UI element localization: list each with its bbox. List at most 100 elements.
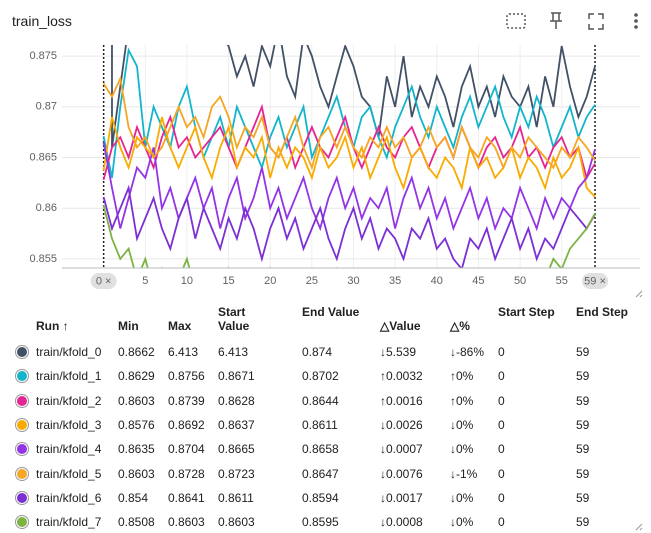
table-cell: 0.8692 [168, 417, 205, 432]
run-color [16, 516, 28, 529]
table-cell: 0.8576 [118, 417, 155, 432]
table-cell: train/kfold_5 [36, 466, 102, 481]
menu-icon[interactable] [634, 13, 638, 29]
table-cell: 0.874 [302, 345, 333, 359]
table-cell: train/kfold_0 [36, 345, 102, 359]
table-cell: 0 [498, 345, 505, 359]
table-cell: 59 [576, 393, 590, 408]
table-cell: ↑0% [450, 393, 474, 408]
x-tick-label: 35 [389, 275, 401, 287]
table-cell: 0.8647 [302, 466, 339, 481]
x-tick-label: 5 [142, 275, 148, 287]
table-cell: train/kfold_3 [36, 417, 102, 432]
table-cell: 0.8644 [302, 393, 339, 408]
table-cell: ↓0% [450, 417, 474, 432]
y-tick-label: 0.875 [29, 50, 57, 62]
table-cell: 0.8611 [218, 490, 254, 505]
table-cell: ↓0.0008 [380, 515, 423, 530]
table-cell: 0.8629 [118, 369, 155, 384]
table-cell: 59 [576, 417, 590, 432]
x-tick-label: 45 [472, 275, 484, 287]
run-color [16, 418, 28, 431]
table-cell: 59 [576, 490, 590, 505]
table-cell: 0.8603 [218, 515, 255, 530]
x-tick-label: 20 [264, 275, 276, 287]
table-cell: 0 [498, 369, 505, 384]
table-cell: ↓0% [450, 515, 474, 530]
y-tick-label: 0.86 [36, 202, 57, 214]
series-line [111, 45, 596, 148]
table-cell: 0.8671 [218, 369, 255, 384]
series-line [102, 204, 596, 268]
column-header: End Value [302, 305, 360, 319]
run-color [16, 370, 28, 383]
column-header[interactable]: Run ↑ [36, 319, 69, 333]
table-cell: ↓0% [450, 442, 474, 457]
table-cell: 59 [576, 345, 590, 359]
table-cell: 0.8641 [168, 490, 205, 505]
table-cell: train/kfold_6 [36, 490, 102, 505]
run-color [16, 467, 28, 480]
table-cell: 0.8611 [302, 417, 338, 432]
table-cell: 0 [498, 442, 505, 457]
fullscreen-icon[interactable] [588, 13, 604, 30]
table-cell: ↓0.0026 [380, 417, 423, 432]
table-cell: 0.8595 [302, 515, 339, 530]
x-tick-label: 55 [556, 275, 568, 287]
table-cell: 0.8603 [118, 393, 155, 408]
table-cell: train/kfold_4 [36, 442, 102, 457]
resize-handle [635, 290, 643, 298]
run-color [16, 491, 28, 504]
range-marker-label: 0 × [96, 275, 112, 287]
table-cell: 0.8603 [168, 515, 205, 530]
table-cell: 0.8662 [118, 345, 155, 359]
series-line [102, 47, 596, 178]
x-tick-label: 50 [514, 275, 526, 287]
range-marker-pill [90, 273, 117, 289]
table-cell: 0.8739 [168, 393, 205, 408]
table-cell: 0 [498, 490, 505, 505]
x-tick-label: 40 [431, 275, 443, 287]
table-cell: ↓0.0007 [380, 442, 423, 457]
table-cell: 0.8704 [168, 442, 205, 457]
table-cell: 0.8723 [218, 466, 255, 481]
range-marker-label: 59 × [584, 275, 606, 287]
pin-icon[interactable] [550, 12, 562, 29]
table-cell: 0.8702 [302, 369, 339, 384]
series-line [102, 116, 596, 198]
table-cell: 6.413 [168, 345, 199, 359]
y-tick-label: 0.865 [29, 151, 57, 163]
table-cell: ↑0.0032 [380, 369, 423, 384]
table-cell: 0.8635 [118, 442, 155, 457]
column-header: Start Step [498, 305, 555, 319]
table-cell: ↑0% [450, 369, 474, 384]
table-cell: 6.413 [218, 345, 249, 359]
table-cell: train/kfold_2 [36, 393, 102, 408]
table-cell: 0.854 [118, 490, 149, 505]
table-cell: 0.8658 [302, 442, 339, 457]
table-cell: 59 [576, 369, 590, 384]
run-color [16, 443, 28, 456]
table-cell: 0.8728 [168, 466, 205, 481]
resize-handle [635, 523, 643, 531]
y-tick-label: 0.855 [29, 253, 57, 265]
column-header: △% [450, 319, 470, 333]
run-color [16, 394, 28, 407]
table-cell: ↓0% [450, 490, 474, 505]
run-color [16, 346, 28, 358]
table-cell: 0.8603 [118, 466, 155, 481]
table-cell: train/kfold_7 [36, 515, 102, 530]
column-header: Start Value [218, 305, 250, 333]
x-tick-label: 30 [347, 275, 359, 287]
table-cell: 0.8756 [168, 369, 205, 384]
column-header: △Value [380, 319, 421, 333]
table-cell: train/kfold_1 [36, 369, 102, 384]
table-cell: ↓5.539 [380, 345, 417, 359]
fit-icon[interactable] [506, 13, 526, 29]
x-tick-label: 15 [222, 275, 234, 287]
card-title: train_loss [12, 13, 72, 29]
series-line [102, 184, 596, 268]
table-cell: 59 [576, 515, 590, 530]
